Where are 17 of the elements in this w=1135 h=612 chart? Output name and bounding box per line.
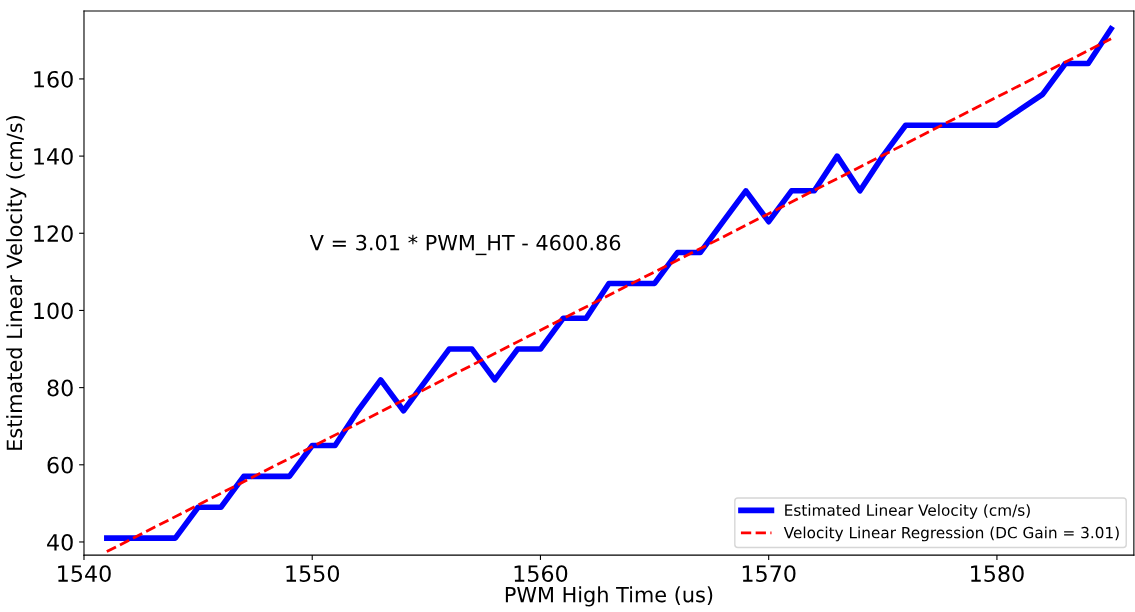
x-tick-label: 1570: [742, 565, 796, 583]
y-tick-label: 100: [34, 302, 73, 320]
y-axis-title: Estimated Linear Velocity (cm/s): [6, 116, 27, 450]
legend-label: Velocity Linear Regression (DC Gain = 3.01): [783, 526, 1119, 542]
y-tick-label: 80: [47, 379, 73, 397]
legend-label: Estimated Linear Velocity (cm/s): [785, 504, 1030, 519]
x-tick-label: 1580: [971, 565, 1024, 583]
y-tick-label: 140: [34, 148, 73, 165]
y-tick-label: 120: [34, 225, 73, 243]
x-tick-label: 1560: [514, 565, 568, 583]
annotation: V = 3.01 * PWM_HT - 4600.86: [309, 234, 621, 256]
x-tick-label: 1550: [286, 565, 340, 583]
x-axis-title: PWM High Time (us): [505, 586, 713, 607]
y-tick-label: 40: [47, 533, 73, 551]
y-tick-label: 160: [34, 70, 73, 88]
y-tick-label: 60: [47, 456, 73, 474]
x-tick-label: 1540: [58, 565, 111, 583]
